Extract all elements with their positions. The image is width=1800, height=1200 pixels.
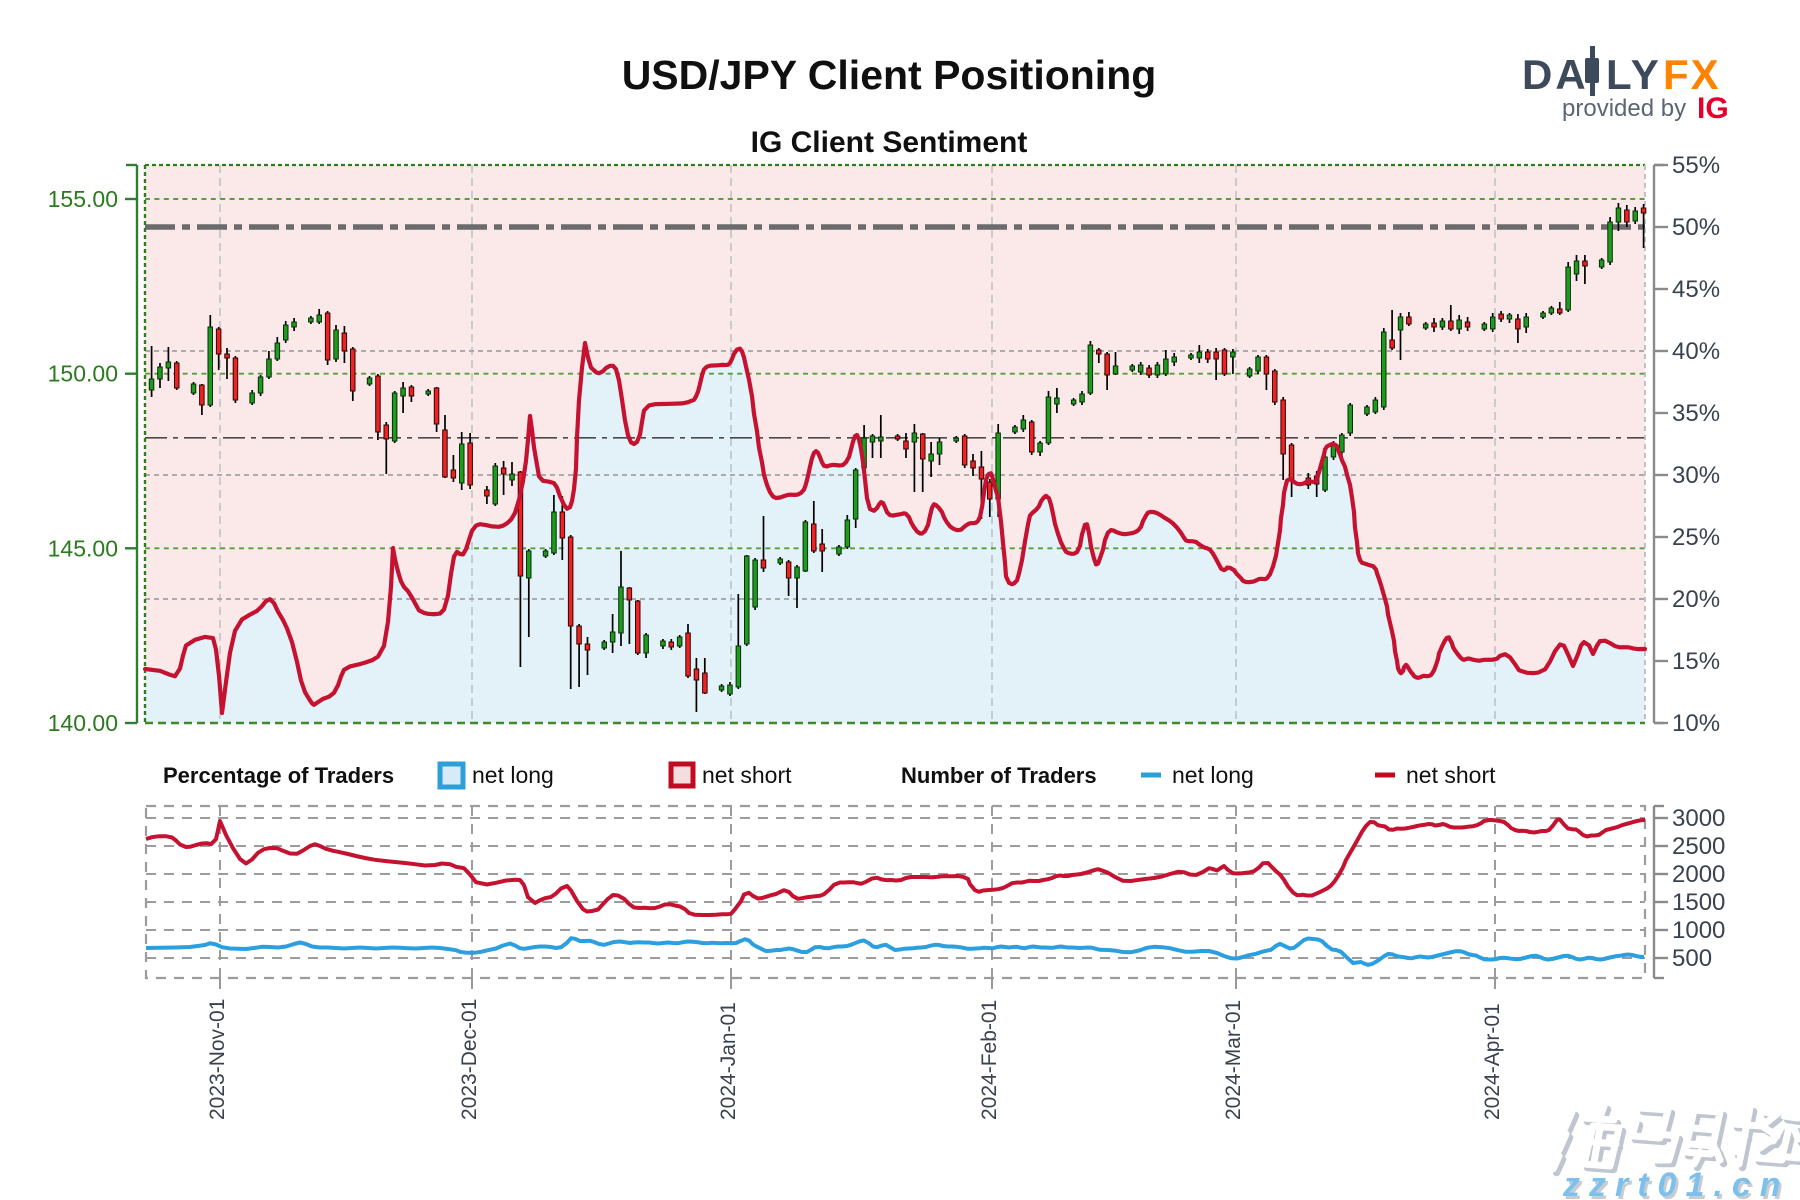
- svg-text:55%: 55%: [1672, 152, 1720, 179]
- svg-text:145.00: 145.00: [48, 535, 118, 561]
- svg-text:2023-Dec-01: 2023-Dec-01: [458, 999, 481, 1120]
- svg-text:10%: 10%: [1672, 710, 1720, 737]
- svg-text:30%: 30%: [1672, 462, 1720, 489]
- svg-text:DA: DA: [1522, 51, 1589, 98]
- svg-text:Percentage of Traders: Percentage of Traders: [163, 763, 394, 788]
- svg-text:net long: net long: [472, 762, 554, 788]
- svg-text:140.00: 140.00: [48, 710, 118, 736]
- svg-text:155.00: 155.00: [48, 186, 118, 212]
- svg-text:1000: 1000: [1672, 917, 1725, 944]
- svg-text:3000: 3000: [1672, 805, 1725, 832]
- svg-text:25%: 25%: [1672, 524, 1720, 551]
- svg-text:zzrt01.cn: zzrt01.cn: [1565, 1169, 1793, 1200]
- svg-text:net short: net short: [702, 762, 792, 788]
- svg-text:2024-Apr-01: 2024-Apr-01: [1481, 1003, 1504, 1120]
- svg-text:FX: FX: [1663, 51, 1721, 98]
- svg-text:150.00: 150.00: [48, 361, 118, 387]
- svg-text:2000: 2000: [1672, 861, 1725, 888]
- svg-text:50%: 50%: [1672, 214, 1720, 241]
- svg-text:35%: 35%: [1672, 400, 1720, 427]
- svg-text:20%: 20%: [1672, 586, 1720, 613]
- svg-text:net long: net long: [1172, 762, 1254, 788]
- svg-text:2024-Mar-01: 2024-Mar-01: [1222, 1000, 1245, 1120]
- svg-text:1500: 1500: [1672, 889, 1725, 916]
- svg-text:Number of Traders: Number of Traders: [901, 763, 1097, 788]
- svg-text:15%: 15%: [1672, 648, 1720, 675]
- svg-text:IG: IG: [1697, 92, 1729, 125]
- svg-text:2500: 2500: [1672, 833, 1725, 860]
- svg-text:provided by: provided by: [1562, 95, 1686, 122]
- svg-text:2023-Nov-01: 2023-Nov-01: [206, 999, 229, 1120]
- svg-text:40%: 40%: [1672, 338, 1720, 365]
- svg-text:USD/JPY Client Positioning: USD/JPY Client Positioning: [622, 52, 1157, 98]
- svg-text:2024-Feb-01: 2024-Feb-01: [978, 1000, 1001, 1120]
- svg-text:IG Client Sentiment: IG Client Sentiment: [751, 126, 1028, 159]
- svg-text:LY: LY: [1606, 51, 1662, 98]
- svg-text:zzrt01.cn: zzrt01.cn: [1562, 1166, 1790, 1200]
- svg-text:45%: 45%: [1672, 276, 1720, 303]
- svg-text:2024-Jan-01: 2024-Jan-01: [717, 1002, 740, 1120]
- svg-text:500: 500: [1672, 945, 1712, 972]
- svg-text:net short: net short: [1406, 762, 1496, 788]
